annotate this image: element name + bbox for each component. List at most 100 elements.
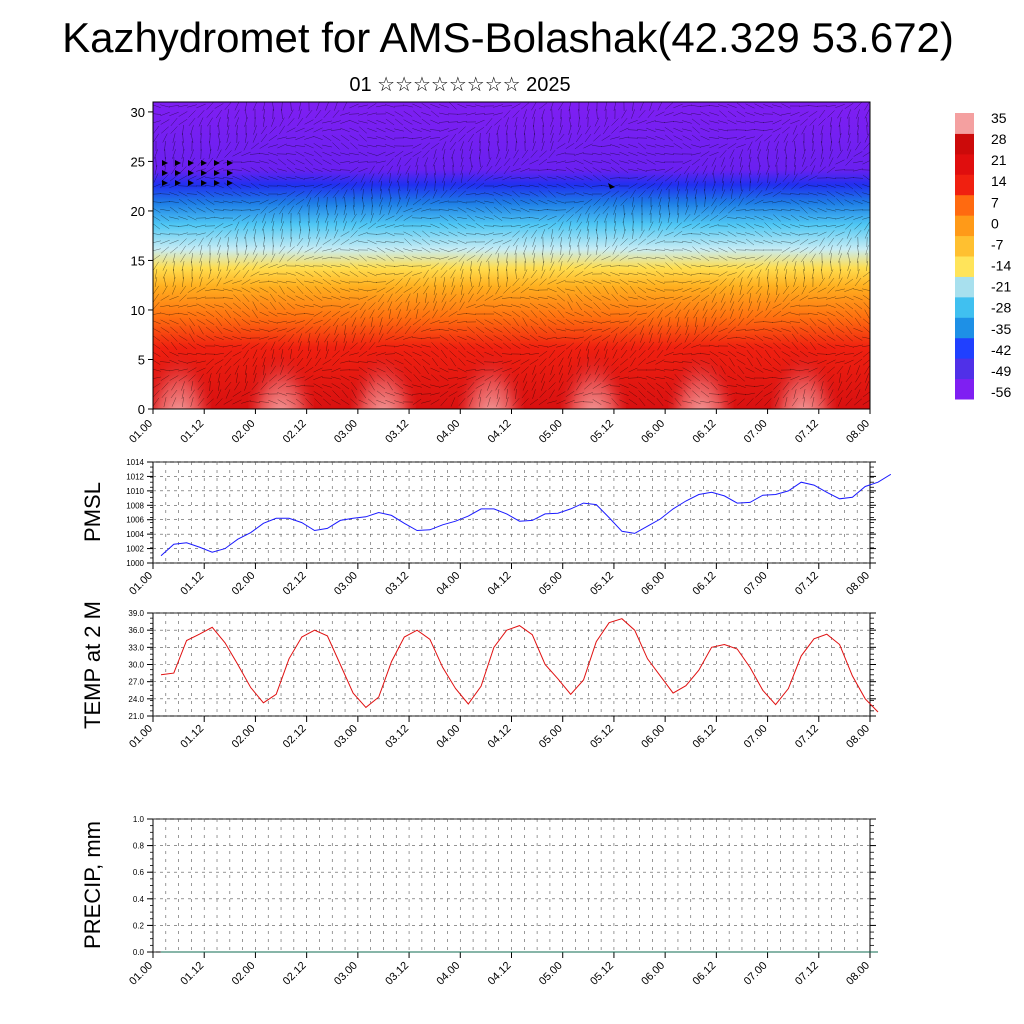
wind-flag bbox=[175, 170, 181, 176]
temp-ytick-label: 27.0 bbox=[128, 678, 144, 687]
pmsl-ytick-label: 1004 bbox=[126, 530, 144, 539]
wind-flag bbox=[188, 160, 194, 166]
wind-flag bbox=[175, 180, 181, 186]
pmsl-ylabel: PMSL bbox=[80, 482, 105, 542]
profile-xtick-label: 04.00 bbox=[434, 418, 462, 446]
profile-ytick-label: 25 bbox=[131, 154, 145, 169]
temp-ytick-label: 39.0 bbox=[128, 609, 144, 618]
pmsl-xtick-label: 02.12 bbox=[281, 570, 309, 598]
pmsl-xtick-label: 06.12 bbox=[691, 570, 719, 598]
precip-ytick-label: 0.8 bbox=[133, 842, 145, 851]
profile-warm-cell bbox=[248, 337, 315, 409]
temp-xtick-label: 05.12 bbox=[588, 723, 616, 751]
colorbar-swatch bbox=[955, 276, 974, 298]
profile-xtick-label: 02.00 bbox=[230, 418, 258, 446]
colorbar-label: 14 bbox=[991, 173, 1007, 189]
colorbar-swatch bbox=[955, 337, 974, 359]
precip-ylabel: PRECIP, mm bbox=[80, 821, 105, 949]
precip-xtick-label: 07.00 bbox=[742, 960, 770, 988]
wind-flag bbox=[214, 180, 220, 186]
pmsl-panel: 1014 1012 1010 1008 1006 1004 1002 1000 PMSL 01.0… bbox=[80, 458, 892, 598]
profile-xtick-label: 02.12 bbox=[281, 418, 309, 446]
colorbar-label: -14 bbox=[991, 258, 1011, 274]
temp-xtick-label: 04.00 bbox=[434, 723, 462, 751]
wind-flag bbox=[188, 180, 194, 186]
precip-xtick-label: 04.00 bbox=[434, 960, 462, 988]
temp-ytick-label: 24.0 bbox=[128, 695, 144, 704]
temp-ytick-label: 30.0 bbox=[128, 661, 144, 670]
colorbar-label: -7 bbox=[991, 236, 1004, 252]
colorbar-swatch bbox=[955, 153, 974, 175]
temp-xtick-label: 03.00 bbox=[332, 723, 360, 751]
colorbar-swatch bbox=[955, 133, 974, 155]
pmsl-ytick-label: 1012 bbox=[126, 472, 144, 481]
precip-xtick-label: 06.00 bbox=[639, 960, 667, 988]
temp-xtick-label: 06.00 bbox=[639, 723, 667, 751]
colorbar-label: 28 bbox=[991, 131, 1007, 147]
wind-flag bbox=[175, 160, 181, 166]
wind-barbs bbox=[153, 102, 870, 408]
temp-series-line bbox=[160, 618, 879, 713]
wind-flag bbox=[214, 160, 220, 166]
colorbar-swatch bbox=[955, 235, 974, 257]
wind-flag bbox=[201, 180, 207, 186]
pmsl-xtick-label: 01.12 bbox=[178, 570, 206, 598]
colorbar-swatch bbox=[955, 358, 974, 380]
precip-xtick-label: 07.12 bbox=[793, 960, 821, 988]
pmsl-xtick-label: 08.00 bbox=[844, 570, 872, 598]
colorbar: 35 28 21 14 7 0 -7 -14 -21 -28 -35 -42 -49 -56 bbox=[955, 110, 1011, 400]
colorbar-label: -42 bbox=[991, 342, 1011, 358]
temp-ytick-label: 21.0 bbox=[128, 712, 144, 721]
profile-ytick-label: 10 bbox=[131, 303, 145, 318]
wind-flag bbox=[162, 170, 168, 176]
wind-flag bbox=[214, 170, 220, 176]
pmsl-ytick-label: 1006 bbox=[126, 516, 144, 525]
temp-ytick-label: 33.0 bbox=[128, 643, 144, 652]
profile-xtick-label: 08.00 bbox=[844, 418, 872, 446]
profile-ytick-label: 30 bbox=[131, 105, 145, 120]
pmsl-ytick-label: 1002 bbox=[126, 545, 144, 554]
precip-xtick-label: 02.00 bbox=[230, 960, 258, 988]
colorbar-label: -28 bbox=[991, 300, 1011, 316]
precip-ytick-label: 0.4 bbox=[133, 895, 145, 904]
colorbar-swatch bbox=[955, 194, 974, 216]
profile-xtick-label: 05.12 bbox=[588, 418, 616, 446]
pmsl-xtick-label: 07.12 bbox=[793, 570, 821, 598]
wind-flag bbox=[227, 170, 233, 176]
colorbar-swatch bbox=[955, 174, 974, 196]
profile-xtick-label: 07.12 bbox=[793, 418, 821, 446]
precip-xtick-label: 08.00 bbox=[844, 960, 872, 988]
precip-ytick-label: 0.0 bbox=[133, 948, 145, 957]
profile-panel: 0 5 10 15 20 25 30 01.00 01.12 02.00 02.12 03.00 03.… bbox=[127, 101, 872, 446]
temp-panel: 39.0 36.0 33.0 30.0 27.0 24.0 21.0 TEMP at 2 M 0… bbox=[80, 601, 879, 751]
profile-warm-cell bbox=[153, 337, 212, 409]
pmsl-series-line bbox=[160, 473, 892, 557]
profile-xtick-label: 01.12 bbox=[178, 418, 206, 446]
colorbar-label: -21 bbox=[991, 279, 1011, 295]
profile-xtick-label: 01.00 bbox=[127, 418, 155, 446]
precip-xtick-label: 04.12 bbox=[486, 960, 514, 988]
pmsl-xtick-label: 02.00 bbox=[230, 570, 258, 598]
temp-xtick-label: 06.12 bbox=[691, 723, 719, 751]
wind-flag bbox=[162, 160, 168, 166]
profile-field bbox=[153, 102, 870, 409]
colorbar-label: -49 bbox=[991, 363, 1011, 379]
profile-xtick-label: 05.00 bbox=[537, 418, 565, 446]
wind-flag bbox=[201, 170, 207, 176]
temp-xtick-label: 02.12 bbox=[281, 723, 309, 751]
temp-xtick-label: 02.00 bbox=[230, 723, 258, 751]
temp-ytick-label: 36.0 bbox=[128, 626, 144, 635]
wind-flag bbox=[162, 180, 168, 186]
temp-xtick-label: 01.12 bbox=[178, 723, 206, 751]
temp-xtick-label: 05.00 bbox=[537, 723, 565, 751]
colorbar-label: -56 bbox=[991, 384, 1011, 400]
pmsl-xtick-label: 01.00 bbox=[127, 570, 155, 598]
pmsl-ytick-label: 1014 bbox=[126, 458, 144, 467]
precip-panel: 1.0 0.8 0.6 0.4 0.2 0.0 PRECIP, mm 01.00 01.12 02… bbox=[80, 815, 878, 988]
pmsl-ytick-label: 1010 bbox=[126, 487, 144, 496]
profile-ytick-label: 0 bbox=[138, 402, 145, 417]
precip-xtick-label: 01.12 bbox=[178, 960, 206, 988]
temp-xtick-label: 04.12 bbox=[486, 723, 514, 751]
temp-xtick-label: 08.00 bbox=[844, 723, 872, 751]
